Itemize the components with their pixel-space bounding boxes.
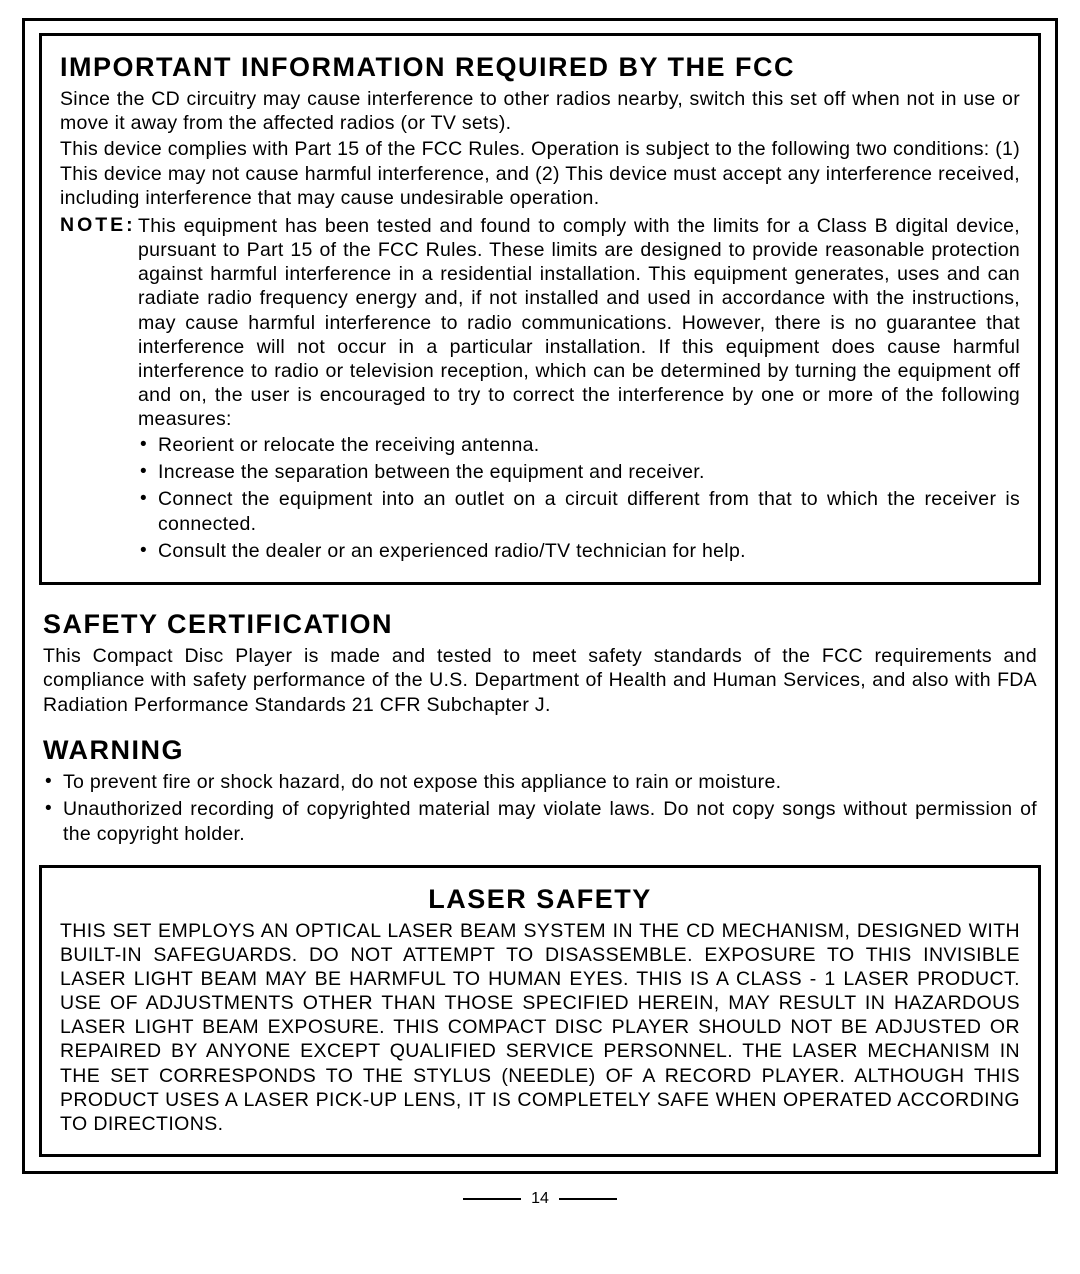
laser-box: LASER SAFETY THIS SET EMPLOYS AN OPTICAL… [39,865,1041,1158]
safety-cert-body: This Compact Disc Player is made and tes… [43,644,1037,717]
fcc-bullet-item: Reorient or relocate the receiving anten… [138,433,1020,458]
warning-section: WARNING To prevent fire or shock hazard,… [39,725,1041,855]
fcc-note-label: NOTE: [60,214,138,237]
fcc-para-2: This device complies with Part 15 of the… [60,137,1020,210]
warning-bullet-item: To prevent fire or shock hazard, do not … [43,770,1037,795]
warning-bullet-item: Unauthorized recording of copyrighted ma… [43,797,1037,847]
fcc-para-1: Since the CD circuitry may cause interfe… [60,87,1020,135]
outer-border: IMPORTANT INFORMATION REQUIRED BY THE FC… [22,18,1058,1174]
warning-title: WARNING [43,735,1037,766]
page-number-rule-left [463,1198,521,1200]
fcc-bullets: Reorient or relocate the receiving anten… [138,433,1020,564]
page-number-value: 14 [531,1190,549,1208]
fcc-title: IMPORTANT INFORMATION REQUIRED BY THE FC… [60,52,1020,83]
fcc-box: IMPORTANT INFORMATION REQUIRED BY THE FC… [39,33,1041,585]
safety-cert-section: SAFETY CERTIFICATION This Compact Disc P… [39,599,1041,725]
page-number-rule-right [559,1198,617,1200]
laser-title: LASER SAFETY [60,884,1020,915]
fcc-note-row: NOTE: This equipment has been tested and… [60,214,1020,432]
laser-body: THIS SET EMPLOYS AN OPTICAL LASER BEAM S… [60,919,1020,1137]
page-number: 14 [22,1190,1058,1208]
fcc-bullet-item: Consult the dealer or an experienced rad… [138,539,1020,564]
safety-cert-title: SAFETY CERTIFICATION [43,609,1037,640]
fcc-bullet-item: Connect the equipment into an outlet on … [138,487,1020,537]
warning-bullets: To prevent fire or shock hazard, do not … [43,770,1037,847]
fcc-bullet-item: Increase the separation between the equi… [138,460,1020,485]
document-page: IMPORTANT INFORMATION REQUIRED BY THE FC… [0,0,1080,1274]
fcc-note-body: This equipment has been tested and found… [138,214,1020,432]
